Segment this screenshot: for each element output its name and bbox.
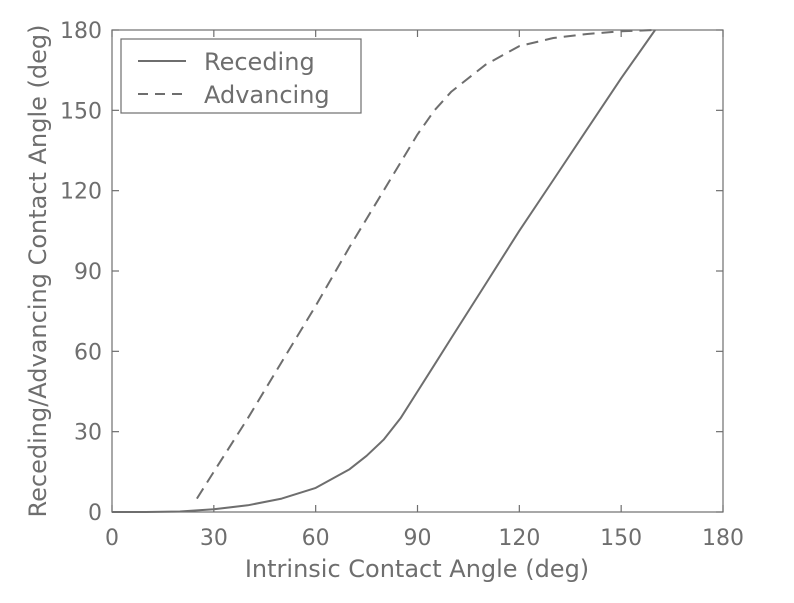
y-axis: 0 30 60 90 120 150 180 [60,19,723,526]
x-tick-label: 0 [105,526,119,551]
y-tick-label: 120 [60,180,102,205]
x-tick-label: 90 [404,526,432,551]
y-tick-label: 90 [74,260,102,285]
legend-receding-label: Receding [204,48,315,76]
legend-advancing-label: Advancing [204,81,330,109]
y-tick-label: 30 [74,421,102,446]
x-tick-label: 60 [302,526,330,551]
legend: Receding Advancing [120,38,362,114]
x-tick-label: 30 [200,526,228,551]
x-tick-label: 180 [702,526,744,551]
series-line-advancing [196,29,656,500]
y-tick-label: 180 [60,19,102,44]
y-tick-label: 0 [88,501,102,526]
y-tick-label: 60 [74,340,102,365]
series-layer [112,29,656,513]
x-tick-label: 120 [498,526,540,551]
y-axis-title: Receding/Advancing Contact Angle (deg) [24,25,52,518]
y-tick-label: 150 [60,99,102,124]
x-axis-title: Intrinsic Contact Angle (deg) [245,555,589,583]
series-line-receding [112,29,656,513]
x-axis: 0 30 60 90 120 150 180 [105,30,744,551]
x-tick-label: 150 [600,526,642,551]
legend-box [120,38,362,114]
